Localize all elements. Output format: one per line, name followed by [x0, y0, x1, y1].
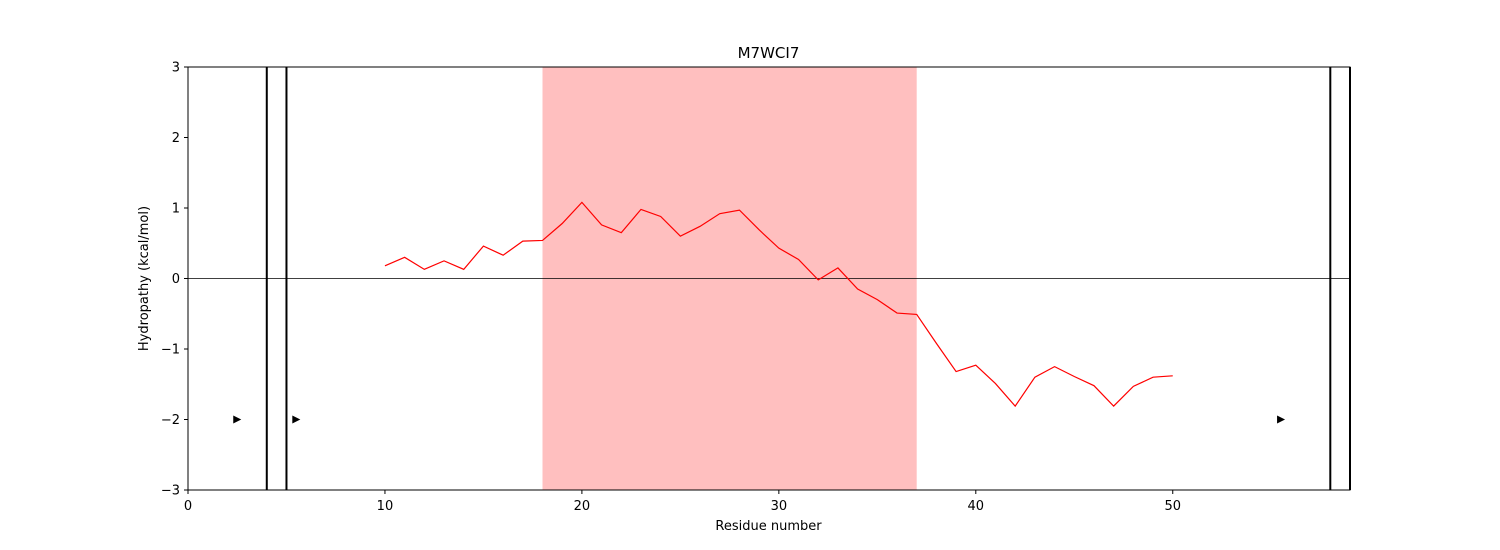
y-tick-label: 1: [172, 202, 180, 217]
hydropathy-line: [384, 201, 1173, 408]
y-tick-label: 0: [172, 272, 180, 287]
x-axis-label: Residue number: [715, 519, 822, 534]
triangle-marker: [233, 415, 242, 424]
triangle-marker: [1277, 415, 1286, 424]
x-tick-label: 10: [377, 499, 394, 514]
x-tick-label: 50: [1164, 499, 1181, 514]
y-tick-label: −2: [161, 413, 180, 428]
chart-title: M7WCI7: [738, 44, 800, 62]
y-tick-label: −3: [161, 484, 180, 499]
triangle-marker: [292, 415, 301, 424]
y-tick-label: 2: [172, 131, 180, 146]
y-tick-label: −1: [161, 343, 180, 358]
y-tick-label: 3: [172, 61, 180, 76]
x-tick-label: 20: [574, 499, 591, 514]
x-tick-label: 40: [968, 499, 985, 514]
plot-area: 0 10 20 30 40 50 −3 −2 −1 0 1 2 3: [161, 61, 1351, 514]
x-tick-label: 0: [184, 499, 192, 514]
x-tick-label: 30: [771, 499, 788, 514]
y-axis-label: Hydropathy (kcal/mol): [137, 206, 152, 351]
